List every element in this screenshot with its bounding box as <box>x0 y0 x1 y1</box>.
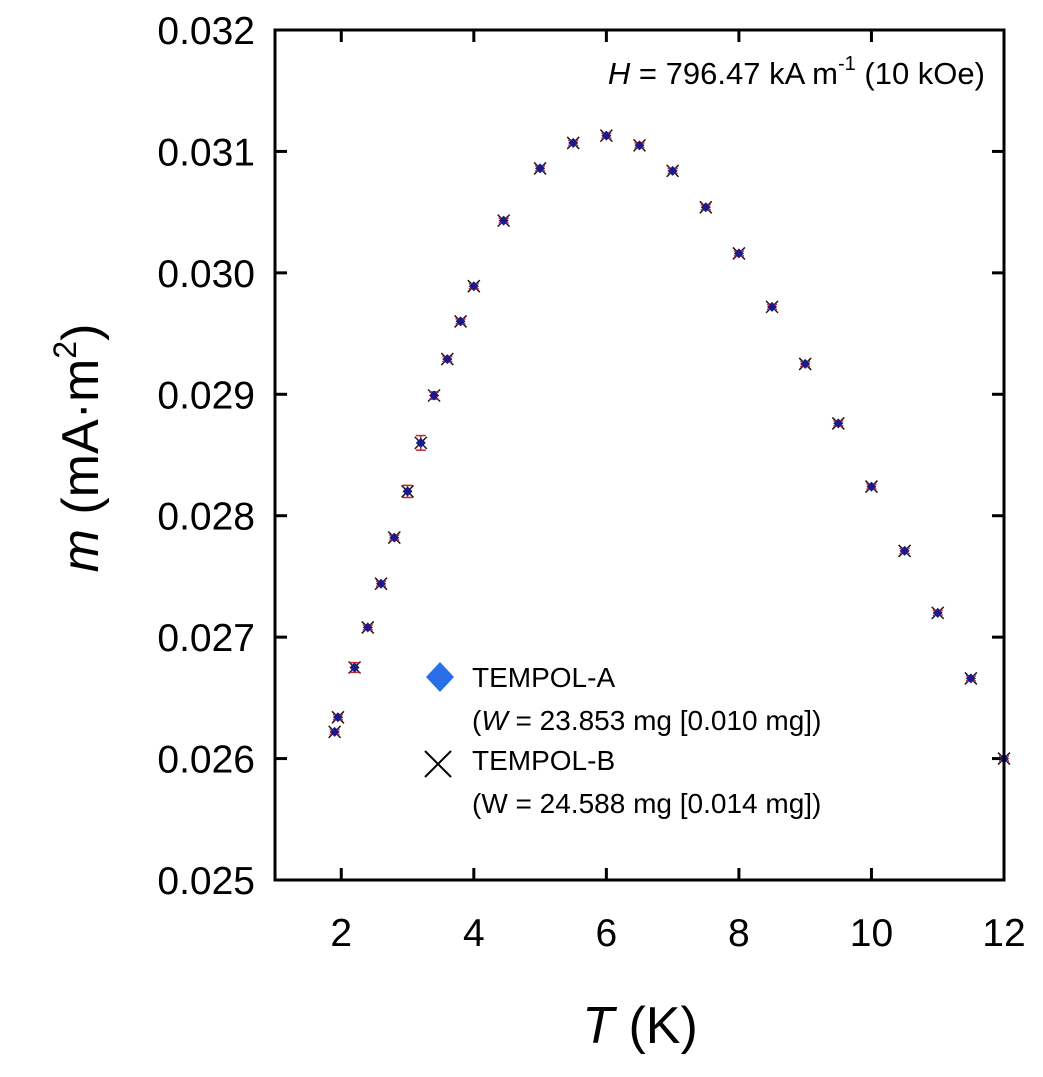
point-tempol-a <box>800 358 811 369</box>
point-tempol-a <box>601 130 612 141</box>
y-axis-title-unit-pre: (mA·m <box>52 359 110 529</box>
point-tempol-a <box>376 578 387 589</box>
point-tempol-a <box>667 165 678 176</box>
point-tempol-a <box>498 215 509 226</box>
x-tick-label: 8 <box>728 912 750 955</box>
field-annotation-var: H <box>608 56 631 91</box>
point-tempol-a <box>429 390 440 401</box>
point-tempol-a <box>329 726 340 737</box>
point-tempol-a <box>455 316 466 327</box>
y-tick-label: 0.029 <box>157 374 255 417</box>
y-tick-label: 0.031 <box>157 131 255 174</box>
point-tempol-a <box>468 281 479 292</box>
x-axis-tick-labels: 2 4 6 8 10 12 <box>330 912 1025 955</box>
y-tick-label: 0.025 <box>157 860 255 903</box>
point-tempol-a <box>866 481 877 492</box>
point-tempol-a <box>402 486 413 497</box>
y-tick-label: 0.026 <box>157 739 255 782</box>
point-tempol-a <box>349 662 360 673</box>
x-tick-label: 4 <box>463 912 485 955</box>
legend-marker-x-icon <box>424 750 452 778</box>
point-tempol-a <box>415 437 426 448</box>
y-tick-label: 0.028 <box>157 496 255 539</box>
point-tempol-a <box>932 607 943 618</box>
series-tempol-a <box>329 130 1009 764</box>
x-tick-label: 2 <box>330 912 352 955</box>
x-axis-title-unit: (K) <box>614 997 698 1055</box>
legend-sublabel-tempol-a-pre: ( <box>472 705 482 736</box>
point-tempol-a <box>535 163 546 174</box>
point-tempol-a <box>899 545 910 556</box>
y-axis-tick-labels: 0.025 0.026 0.027 0.028 0.029 0.030 0.031 0.032 <box>157 10 255 903</box>
field-annotation-sup: -1 <box>838 53 856 75</box>
legend-label-tempol-a: TEMPOL-A <box>472 662 615 693</box>
x-axis-title: T (K) <box>582 997 698 1055</box>
x-tick-label: 6 <box>596 912 618 955</box>
field-annotation-tail: (10 kOe) <box>856 56 985 91</box>
point-tempol-a <box>568 137 579 148</box>
point-tempol-a <box>332 712 343 723</box>
point-tempol-a <box>634 140 645 151</box>
legend-sublabel-tempol-b: (W = 24.588 mg [0.014 mg]) <box>472 788 821 819</box>
y-axis-title-var: m <box>52 529 110 572</box>
y-axis-title-sup: 2 <box>47 341 83 359</box>
legend-sublabel-tempol-a-var: W <box>481 705 510 736</box>
plot-frame <box>273 28 1006 882</box>
point-tempol-a <box>442 354 453 365</box>
x-tick-label: 12 <box>982 912 1025 955</box>
legend-sublabel-tempol-a-post: = 23.853 mg [0.010 mg]) <box>508 705 822 736</box>
x-tick-label: 10 <box>850 912 893 955</box>
legend: TEMPOL-A (W = 23.853 mg [0.010 mg]) TEMP… <box>424 662 821 819</box>
point-tempol-a <box>965 673 976 684</box>
point-tempol-a <box>767 301 778 312</box>
x-axis-title-var: T <box>582 997 617 1055</box>
legend-label-tempol-b: TEMPOL-B <box>472 745 615 776</box>
point-tempol-a <box>362 622 373 633</box>
field-annotation: H = 796.47 kA m-1 (10 kOe) <box>608 53 985 91</box>
y-tick-label: 0.027 <box>157 617 255 660</box>
point-tempol-a <box>700 202 711 213</box>
field-annotation-text: = 796.47 kA m <box>630 56 838 91</box>
point-tempol-a <box>733 248 744 259</box>
point-tempol-a <box>389 532 400 543</box>
legend-sublabel-tempol-a: (W = 23.853 mg [0.010 mg]) <box>472 705 821 736</box>
y-tick-label: 0.030 <box>157 253 255 296</box>
y-axis-title-unit-post: ) <box>52 324 110 341</box>
y-axis-title: m (mA·m2) <box>47 324 110 573</box>
y-tick-label: 0.032 <box>157 10 255 53</box>
point-tempol-a <box>833 418 844 429</box>
legend-marker-diamond-icon <box>426 662 454 692</box>
